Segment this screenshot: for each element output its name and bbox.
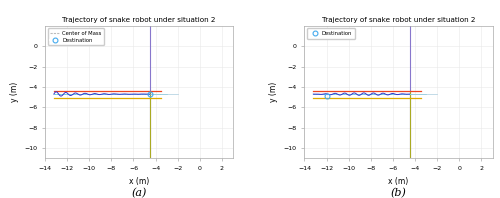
Legend: Destination: Destination xyxy=(307,28,355,39)
Title: Trajectory of snake robot under situation 2: Trajectory of snake robot under situatio… xyxy=(62,17,216,23)
Title: Trajectory of snake robot under situation 2: Trajectory of snake robot under situatio… xyxy=(322,17,475,23)
Text: (a): (a) xyxy=(132,188,146,198)
X-axis label: x (m): x (m) xyxy=(388,177,408,186)
Y-axis label: y (m): y (m) xyxy=(10,82,19,102)
Y-axis label: y (m): y (m) xyxy=(270,82,278,102)
Legend: Center of Mass, Destination: Center of Mass, Destination xyxy=(48,28,104,45)
X-axis label: x (m): x (m) xyxy=(129,177,149,186)
Text: (b): (b) xyxy=(390,188,406,198)
